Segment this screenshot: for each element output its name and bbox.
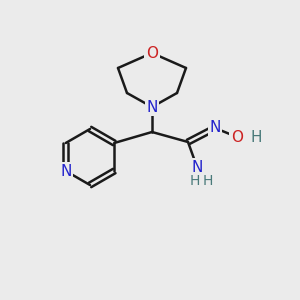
Text: N: N <box>60 164 71 178</box>
Text: O: O <box>231 130 243 145</box>
Text: O: O <box>146 46 158 61</box>
Text: N: N <box>209 121 221 136</box>
Text: H: H <box>250 130 262 145</box>
Text: H: H <box>190 174 200 188</box>
Text: N: N <box>146 100 158 115</box>
Text: H: H <box>203 174 213 188</box>
Text: N: N <box>191 160 203 175</box>
